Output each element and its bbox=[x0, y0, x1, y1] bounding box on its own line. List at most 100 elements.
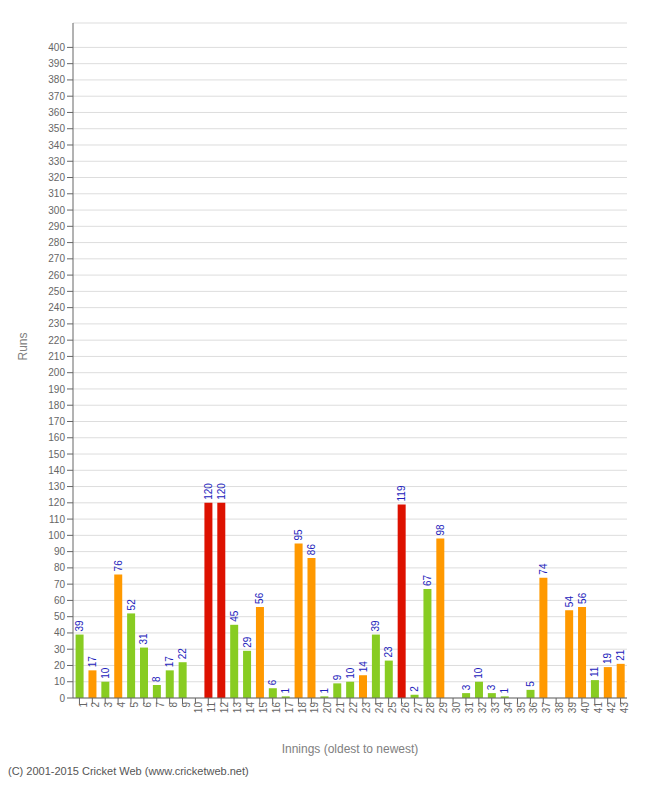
svg-text:340: 340 bbox=[48, 140, 65, 151]
svg-text:14: 14 bbox=[245, 702, 256, 714]
svg-text:31: 31 bbox=[464, 702, 475, 714]
svg-text:100: 100 bbox=[48, 530, 65, 541]
svg-text:54: 54 bbox=[564, 596, 575, 608]
svg-text:35: 35 bbox=[516, 702, 527, 714]
svg-text:240: 240 bbox=[48, 302, 65, 313]
svg-text:320: 320 bbox=[48, 172, 65, 183]
svg-text:190: 190 bbox=[48, 384, 65, 395]
svg-text:120: 120 bbox=[203, 483, 214, 500]
svg-text:360: 360 bbox=[48, 107, 65, 118]
svg-text:2: 2 bbox=[90, 702, 101, 708]
svg-text:42: 42 bbox=[606, 702, 617, 714]
svg-text:7: 7 bbox=[155, 702, 166, 708]
svg-text:110: 110 bbox=[49, 514, 65, 525]
svg-text:36: 36 bbox=[528, 702, 539, 714]
svg-text:Runs: Runs bbox=[16, 332, 30, 360]
svg-text:70: 70 bbox=[54, 579, 66, 590]
svg-text:12: 12 bbox=[219, 702, 230, 714]
svg-text:180: 180 bbox=[48, 400, 65, 411]
svg-text:86: 86 bbox=[306, 544, 317, 556]
svg-text:8: 8 bbox=[151, 676, 162, 682]
svg-text:19: 19 bbox=[602, 653, 613, 665]
svg-text:2: 2 bbox=[409, 686, 420, 692]
svg-text:76: 76 bbox=[113, 560, 124, 572]
svg-text:10: 10 bbox=[345, 667, 356, 679]
svg-text:10: 10 bbox=[100, 667, 111, 679]
svg-text:390: 390 bbox=[48, 58, 65, 69]
svg-text:260: 260 bbox=[48, 270, 65, 281]
svg-text:26: 26 bbox=[400, 702, 411, 714]
svg-text:15: 15 bbox=[258, 702, 269, 714]
svg-text:56: 56 bbox=[577, 592, 588, 604]
svg-text:17: 17 bbox=[164, 656, 175, 668]
svg-text:6: 6 bbox=[142, 702, 153, 708]
svg-text:24: 24 bbox=[374, 702, 385, 714]
svg-text:25: 25 bbox=[387, 702, 398, 714]
svg-text:370: 370 bbox=[48, 91, 65, 102]
svg-text:23: 23 bbox=[383, 646, 394, 658]
svg-text:22: 22 bbox=[348, 702, 359, 714]
svg-text:210: 210 bbox=[48, 351, 65, 362]
svg-text:45: 45 bbox=[229, 610, 240, 622]
svg-text:350: 350 bbox=[48, 123, 65, 134]
svg-text:41: 41 bbox=[593, 702, 604, 714]
svg-text:4: 4 bbox=[116, 702, 127, 708]
svg-text:52: 52 bbox=[126, 599, 137, 611]
svg-text:39: 39 bbox=[74, 620, 85, 632]
svg-text:22: 22 bbox=[177, 648, 188, 660]
svg-text:21: 21 bbox=[335, 702, 346, 714]
svg-text:5: 5 bbox=[129, 702, 140, 708]
svg-text:14: 14 bbox=[358, 661, 369, 673]
svg-text:9: 9 bbox=[332, 674, 343, 680]
svg-text:1: 1 bbox=[78, 702, 89, 708]
svg-text:130: 130 bbox=[48, 481, 65, 492]
svg-text:150: 150 bbox=[48, 449, 65, 460]
svg-text:20: 20 bbox=[54, 660, 66, 671]
svg-text:220: 220 bbox=[48, 335, 65, 346]
svg-text:230: 230 bbox=[48, 318, 65, 329]
svg-text:39: 39 bbox=[567, 702, 578, 714]
svg-text:Innings (oldest to newest): Innings (oldest to newest) bbox=[282, 742, 419, 756]
svg-text:28: 28 bbox=[425, 702, 436, 714]
svg-text:98: 98 bbox=[435, 524, 446, 536]
svg-text:32: 32 bbox=[477, 702, 488, 714]
svg-text:120: 120 bbox=[216, 483, 227, 500]
svg-text:160: 160 bbox=[48, 432, 65, 443]
svg-text:1: 1 bbox=[280, 687, 291, 693]
svg-text:40: 40 bbox=[580, 702, 591, 714]
svg-text:50: 50 bbox=[54, 611, 66, 622]
svg-text:31: 31 bbox=[138, 633, 149, 645]
svg-text:5: 5 bbox=[525, 681, 536, 687]
svg-text:3: 3 bbox=[486, 684, 497, 690]
svg-text:120: 120 bbox=[48, 497, 65, 508]
svg-text:38: 38 bbox=[554, 702, 565, 714]
svg-text:380: 380 bbox=[48, 74, 65, 85]
svg-text:3: 3 bbox=[461, 684, 472, 690]
svg-text:29: 29 bbox=[438, 702, 449, 714]
svg-text:40: 40 bbox=[54, 627, 66, 638]
svg-text:1: 1 bbox=[499, 687, 510, 693]
svg-text:0: 0 bbox=[59, 693, 65, 704]
svg-text:250: 250 bbox=[48, 286, 65, 297]
svg-text:6: 6 bbox=[267, 679, 278, 685]
svg-text:74: 74 bbox=[538, 563, 549, 575]
svg-text:140: 140 bbox=[48, 465, 65, 476]
svg-text:17: 17 bbox=[284, 702, 295, 714]
svg-text:11: 11 bbox=[589, 666, 600, 677]
svg-text:23: 23 bbox=[361, 702, 372, 714]
svg-text:1: 1 bbox=[319, 687, 330, 693]
svg-text:13: 13 bbox=[232, 702, 243, 714]
svg-text:170: 170 bbox=[48, 416, 65, 427]
svg-text:18: 18 bbox=[297, 702, 308, 714]
svg-text:37: 37 bbox=[541, 702, 552, 714]
svg-text:10: 10 bbox=[193, 702, 204, 714]
svg-text:30: 30 bbox=[54, 644, 66, 655]
svg-text:8: 8 bbox=[168, 702, 179, 708]
svg-text:43: 43 bbox=[619, 702, 630, 714]
svg-text:10: 10 bbox=[54, 676, 66, 687]
svg-text:290: 290 bbox=[48, 221, 65, 232]
svg-text:270: 270 bbox=[48, 253, 65, 264]
svg-text:67: 67 bbox=[422, 574, 433, 586]
svg-text:30: 30 bbox=[451, 702, 462, 714]
svg-text:56: 56 bbox=[254, 592, 265, 604]
